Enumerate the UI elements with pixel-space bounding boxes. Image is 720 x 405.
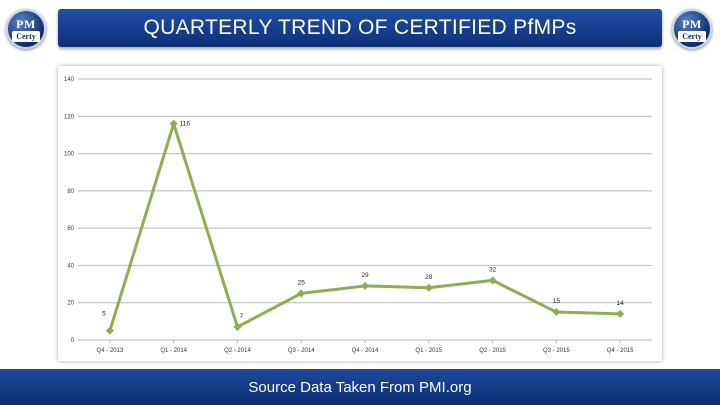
data-point: [105, 326, 114, 335]
y-tick-label: 120: [64, 114, 75, 120]
y-tick-label: 80: [67, 189, 74, 195]
logo-pm-text: PM: [682, 17, 702, 31]
source-note: Source Data Taken From PMI.org: [248, 378, 472, 396]
data-label: 15: [553, 298, 561, 305]
data-label: 28: [425, 274, 433, 281]
x-tick-label: Q2 - 2015: [479, 348, 506, 354]
x-tick-label: Q4 - 2013: [97, 348, 124, 354]
x-tick-label: Q3 - 2015: [543, 348, 570, 354]
y-tick-label: 40: [67, 263, 74, 269]
data-label: 14: [616, 300, 624, 307]
x-tick-label: Q4 - 2015: [607, 348, 634, 354]
x-tick-label: Q1 - 2014: [160, 348, 187, 354]
y-tick-label: 60: [67, 226, 74, 232]
data-point: [169, 119, 178, 128]
x-tick-label: Q2 - 2014: [224, 348, 251, 354]
logo-certy-text: Certy: [678, 31, 706, 42]
x-tick-label: Q3 - 2014: [288, 348, 315, 354]
data-point: [233, 322, 242, 331]
x-tick-label: Q1 - 2015: [415, 348, 442, 354]
data-label: 29: [361, 272, 369, 279]
pmcerty-logo-left: PM Certy: [6, 9, 46, 49]
data-point: [424, 283, 433, 292]
data-label: 116: [180, 121, 191, 128]
data-label: 32: [489, 266, 497, 273]
y-tick-label: 100: [64, 152, 75, 158]
line-chart: 0 20 40 60 80 100 120 140 Q4 - 2013 Q1 - 2014 Q2 -…: [64, 77, 652, 354]
page-title: QUARTERLY TREND OF CERTIFIED PfMPs: [143, 16, 577, 39]
data-point: [616, 309, 625, 318]
pmcerty-logo-right: PM Certy: [672, 9, 712, 49]
y-tick-label: 0: [71, 338, 75, 344]
data-label: 25: [298, 279, 306, 286]
data-point: [297, 289, 306, 298]
title-bar: QUARTERLY TREND OF CERTIFIED PfMPs: [58, 9, 662, 47]
data-label: 7: [239, 313, 243, 320]
logo-pm-text: PM: [16, 17, 36, 31]
data-point: [488, 276, 497, 285]
y-tick-label: 140: [64, 77, 75, 83]
y-tick-label: 20: [67, 301, 74, 307]
data-label: 5: [102, 311, 106, 318]
chart-frame: 0 20 40 60 80 100 120 140 Q4 - 2013 Q1 - 2014 Q2 -…: [58, 66, 662, 361]
data-point: [552, 308, 561, 317]
footer-bar: Source Data Taken From PMI.org: [0, 369, 720, 405]
data-point: [361, 281, 369, 290]
series-line: [108, 122, 621, 332]
x-tick-label: Q4 - 2014: [352, 348, 379, 354]
logo-certy-text: Certy: [12, 31, 40, 42]
